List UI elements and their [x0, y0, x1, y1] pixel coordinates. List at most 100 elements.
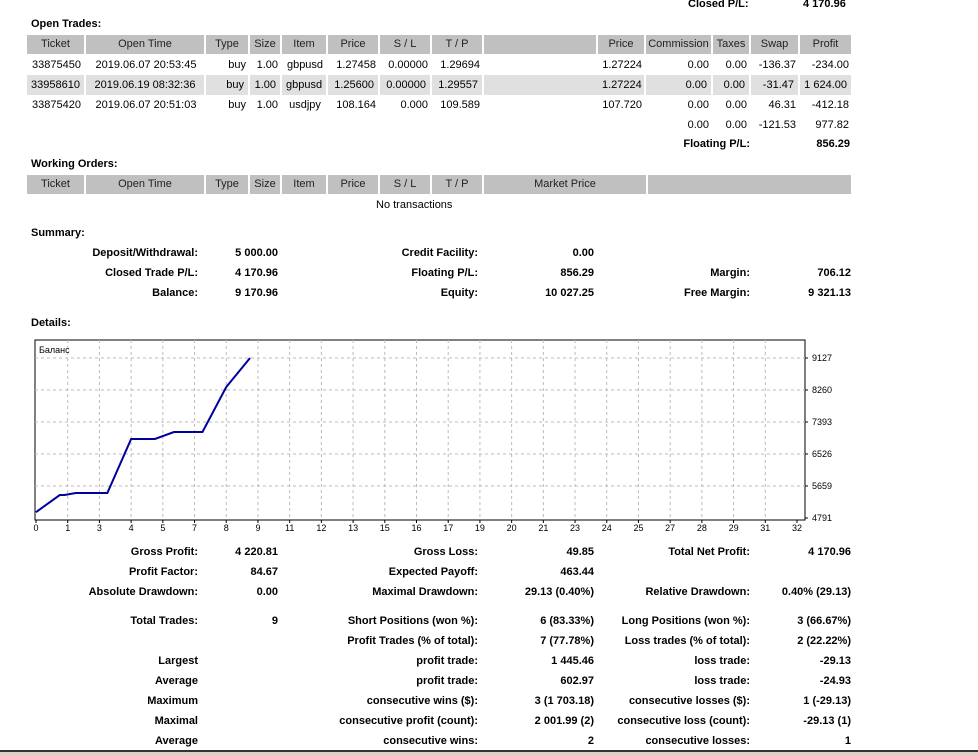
stat-value: 3 (1 703.18) [534, 695, 594, 707]
stat-label: Balance: [152, 287, 198, 299]
table-cell: 2019.06.07 20:53:45 [95, 59, 197, 71]
stat-label: Total Trades: [130, 615, 198, 627]
table-cell: 2019.06.19 08:32:36 [86, 75, 206, 95]
table-cell: 0.00000 [388, 59, 428, 71]
x-tick-label: 9 [255, 523, 260, 533]
table-cell: 107.720 [602, 99, 642, 111]
stat-value: 10 027.25 [545, 287, 594, 299]
stat-label: profit trade: [416, 655, 478, 667]
floating-pl-value: 856.29 [816, 138, 850, 150]
table-cell: 1.00 [250, 75, 282, 95]
column-header[interactable]: S / L [380, 35, 432, 54]
column-header[interactable]: Price [598, 35, 646, 54]
table-cell: 33875450 [32, 59, 81, 71]
stat-label: Credit Facility: [401, 247, 478, 259]
column-header[interactable]: T / P [432, 35, 484, 54]
stat-value: 1 [844, 735, 851, 747]
stat-value: 0.40% (29.13) [781, 586, 851, 598]
stat-value: 602.97 [560, 675, 594, 687]
stat-label: consecutive losses ($): [628, 695, 750, 707]
bottom-strip [0, 752, 978, 755]
column-header[interactable]: T / P [432, 175, 484, 194]
x-tick-label: 17 [443, 523, 453, 533]
table-row[interactable] [27, 75, 853, 95]
stat-value: 7 (77.78%) [540, 635, 594, 647]
stat-value: 0.00 [572, 247, 594, 259]
stat-label: Gross Profit: [130, 546, 198, 558]
stat-label: Total Net Profit: [668, 546, 750, 558]
table-cell: 0.000 [400, 99, 428, 111]
x-tick-label: 0 [33, 523, 38, 533]
column-header[interactable]: Type [206, 175, 250, 194]
table-cell: usdjpy [289, 99, 321, 111]
column-header[interactable]: Item [282, 175, 328, 194]
column-header[interactable]: Type [206, 35, 250, 54]
y-tick-label: 7393 [812, 417, 832, 427]
column-header[interactable]: Market Price [484, 175, 648, 194]
details-title: Details: [31, 317, 71, 329]
column-header[interactable]: Open Time [86, 175, 206, 194]
column-header[interactable]: S / L [380, 175, 432, 194]
totals-cell: 0.00 [687, 119, 709, 131]
column-header[interactable]: Swap [751, 35, 800, 54]
column-header[interactable]: Ticket [27, 35, 86, 54]
stat-value: 1 445.46 [551, 655, 594, 667]
table-cell: 0.00 [687, 99, 709, 111]
column-header[interactable]: Size [250, 175, 282, 194]
stat-label: Absolute Drawdown: [88, 586, 198, 598]
y-tick-label: 4791 [812, 513, 832, 523]
stat-label: Profit Trades (% of total): [347, 635, 478, 647]
x-tick-label: 8 [224, 523, 229, 533]
y-tick-label: 9127 [812, 353, 832, 363]
stat-label: Margin: [710, 267, 750, 279]
totals-cell: 977.82 [815, 119, 849, 131]
column-header[interactable]: Price [328, 35, 380, 54]
table-cell: buy [228, 59, 246, 71]
stat-value: 29.13 (0.40%) [524, 586, 594, 598]
stat-label: Expected Payoff: [388, 566, 478, 578]
table-cell: -412.18 [811, 99, 849, 111]
column-header[interactable] [484, 35, 598, 54]
table-cell: 1.27224 [598, 75, 646, 95]
x-tick-label: 31 [760, 523, 770, 533]
x-tick-label: 24 [602, 523, 612, 533]
x-tick-label: 28 [697, 523, 707, 533]
table-cell: -31.47 [751, 75, 800, 95]
column-header[interactable]: Item [282, 35, 328, 54]
x-tick-label: 16 [411, 523, 421, 533]
stat-value: 84.67 [250, 566, 278, 578]
stat-value: 2 001.99 (2) [534, 715, 594, 727]
stat-value: 706.12 [817, 267, 851, 279]
column-header[interactable]: Profit [800, 35, 853, 54]
x-tick-label: 25 [633, 523, 643, 533]
x-tick-label: 15 [380, 523, 390, 533]
stat-label: Loss trades (% of total): [624, 635, 750, 647]
stat-value: 6 (83.33%) [540, 615, 594, 627]
totals-cell: 0.00 [725, 119, 747, 131]
column-header[interactable]: Commission [646, 35, 713, 54]
table-cell: 1.25600 [328, 75, 380, 95]
stat-label: Free Margin: [683, 287, 750, 299]
column-header[interactable]: Taxes [713, 35, 751, 54]
column-header[interactable]: Size [250, 35, 282, 54]
stat-value: 463.44 [560, 566, 594, 578]
no-transactions-text: No transactions [376, 199, 453, 211]
y-tick-label: 6526 [812, 449, 832, 459]
stat-value: -29.13 (1) [803, 715, 851, 727]
y-tick-label: 5659 [812, 481, 832, 491]
x-tick-label: 20 [507, 523, 517, 533]
table-cell: 0.00 [725, 59, 747, 71]
stat-label: profit trade: [416, 675, 478, 687]
stat-value: 9 321.13 [808, 287, 851, 299]
table-cell: 1.00 [256, 59, 278, 71]
table-cell: 33875420 [32, 99, 81, 111]
column-header[interactable] [648, 175, 853, 194]
column-header[interactable]: Ticket [27, 175, 86, 194]
stat-label: Gross Loss: [413, 546, 478, 558]
x-tick-label: 21 [538, 523, 548, 533]
column-header[interactable]: Price [328, 175, 380, 194]
column-header[interactable]: Open Time [86, 35, 206, 54]
stat-label: Relative Drawdown: [645, 586, 750, 598]
table-cell: 109.589 [440, 99, 480, 111]
stat-label: consecutive loss (count): [617, 715, 750, 727]
